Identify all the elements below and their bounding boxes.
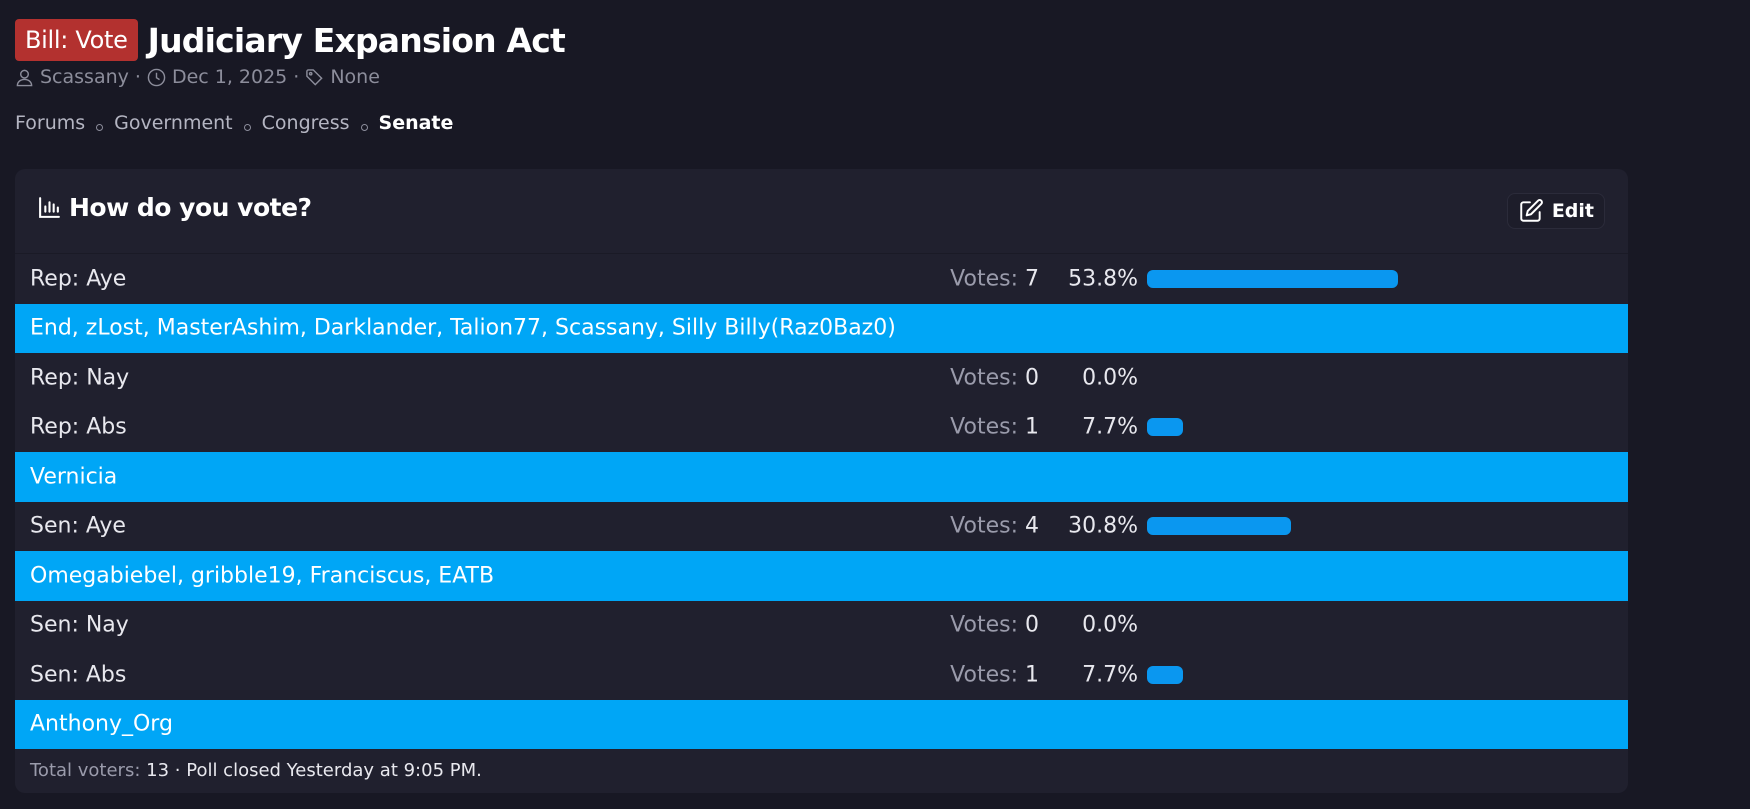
poll-block: How do you vote? Edit Rep: Aye Votes: 7 53… [15, 169, 1628, 793]
poll-option-row: Sen: Aye Votes: 4 30.8% [15, 502, 1628, 552]
vote-bar-track [1147, 269, 1613, 288]
total-voters-label: Total voters: [30, 760, 141, 781]
vote-count[interactable]: Votes: 0 [950, 365, 1039, 390]
votes-label: Votes: [950, 513, 1018, 539]
vote-percent: 53.8% [1068, 266, 1138, 292]
poll-options: Rep: Aye Votes: 7 53.8% End, zLost, MasterA… [15, 254, 1628, 749]
thread-title-row: Bill: Vote Judiciary Expansion Act [15, 19, 566, 61]
votes-value: 4 [1025, 513, 1039, 539]
poll-option-row: Rep: Nay Votes: 0 0.0% [15, 353, 1628, 403]
vote-bar-fill [1147, 665, 1183, 684]
vote-percent: 7.7% [1082, 662, 1138, 688]
breadcrumb-item-government[interactable]: Government [114, 112, 233, 134]
thread-date[interactable]: Dec 1, 2025 [171, 66, 288, 88]
votes-label: Votes: [950, 612, 1018, 638]
poll-footer: Total voters: 13 · Poll closed Yesterday… [30, 760, 482, 781]
vote-bar-track [1147, 616, 1613, 634]
votes-value: 0 [1025, 365, 1039, 391]
votes-label: Votes: [950, 365, 1018, 391]
edit-poll-button[interactable]: Edit [1506, 193, 1605, 229]
poll-voters-list[interactable]: End, zLost, MasterAshim, Darklander, Tal… [30, 315, 896, 341]
vote-count[interactable]: Votes: 0 [950, 613, 1039, 638]
vote-percent: 0.0% [1082, 612, 1138, 638]
poll-voters-row: End, zLost, MasterAshim, Darklander, Tal… [15, 303, 1628, 353]
poll-voters-list[interactable]: Omegabiebel, gribble19, Franciscus, EATB [30, 563, 495, 589]
votes-label: Votes: [950, 414, 1018, 440]
vote-bar-track [1147, 517, 1613, 536]
edit-button-label: Edit [1551, 200, 1594, 222]
vote-count[interactable]: Votes: 4 [950, 514, 1039, 539]
vote-bar-fill [1147, 269, 1398, 288]
poll-voters-row: Vernicia [15, 452, 1628, 502]
poll-option-row: Rep: Abs Votes: 1 7.7% [15, 403, 1628, 453]
poll-voters-list[interactable]: Anthony_Org [30, 711, 173, 737]
poll-option-row: Rep: Aye Votes: 7 53.8% [15, 254, 1628, 304]
votes-label: Votes: [950, 662, 1018, 688]
vote-bar-track [1147, 665, 1613, 684]
poll-voters-row: Omegabiebel, gribble19, Franciscus, EATB [15, 551, 1628, 601]
votes-value: 7 [1025, 266, 1039, 292]
poll-option-label: Sen: Abs [30, 662, 127, 688]
vote-percent: 0.0% [1082, 365, 1138, 391]
vote-count[interactable]: Votes: 7 [950, 266, 1039, 291]
votes-value: 0 [1025, 612, 1039, 638]
page-title: Judiciary Expansion Act [147, 20, 566, 60]
votes-value: 1 [1025, 662, 1039, 688]
vote-bar-track [1147, 369, 1613, 387]
votes-label: Votes: [950, 266, 1018, 292]
poll-header: How do you vote? Edit [15, 169, 1628, 254]
poll-closed-text: · Poll closed Yesterday at 9:05 PM. [174, 760, 482, 781]
poll-option-row: Sen: Abs Votes: 1 7.7% [15, 650, 1628, 700]
poll-title: How do you vote? [37, 193, 312, 222]
user-icon [15, 68, 34, 87]
breadcrumb-item-congress[interactable]: Congress [261, 112, 350, 134]
poll-voters-row: Anthony_Org [15, 699, 1628, 749]
poll-option-label: Sen: Aye [30, 513, 126, 539]
poll-option-row: Sen: Nay Votes: 0 0.0% [15, 601, 1628, 651]
thread-tags: None [330, 66, 380, 88]
votes-value: 1 [1025, 414, 1039, 440]
poll-option-label: Sen: Nay [30, 612, 129, 638]
tag-icon [305, 68, 324, 87]
vote-bar-fill [1147, 418, 1183, 437]
thread-meta: Scassany · Dec 1, 2025 · None [15, 66, 380, 88]
breadcrumb: Forums Government Congress Senate [15, 112, 453, 134]
poll-option-label: Rep: Aye [30, 266, 127, 292]
thread-author[interactable]: Scassany [40, 66, 129, 88]
poll-question: How do you vote? [69, 193, 312, 222]
meta-separator: · [134, 66, 141, 88]
vote-percent: 7.7% [1082, 414, 1138, 440]
breadcrumb-separator [243, 123, 251, 131]
vote-bar-track [1147, 418, 1613, 437]
thread-prefix-badge[interactable]: Bill: Vote [15, 19, 138, 61]
vote-bar-fill [1147, 517, 1291, 536]
edit-icon [1518, 198, 1544, 224]
meta-separator: · [293, 66, 300, 88]
poll-voters-list[interactable]: Vernicia [30, 464, 118, 490]
breadcrumb-item-forums[interactable]: Forums [15, 112, 86, 134]
total-voters-value: 13 [146, 760, 170, 781]
poll-option-label: Rep: Abs [30, 414, 127, 440]
bar-chart-icon [37, 195, 62, 220]
vote-count[interactable]: Votes: 1 [950, 662, 1039, 687]
vote-count[interactable]: Votes: 1 [950, 415, 1039, 440]
breadcrumb-separator [96, 123, 104, 131]
breadcrumb-item-senate[interactable]: Senate [378, 112, 454, 134]
clock-icon [147, 68, 166, 87]
breadcrumb-separator [360, 123, 368, 131]
vote-percent: 30.8% [1068, 513, 1138, 539]
poll-option-label: Rep: Nay [30, 365, 130, 391]
